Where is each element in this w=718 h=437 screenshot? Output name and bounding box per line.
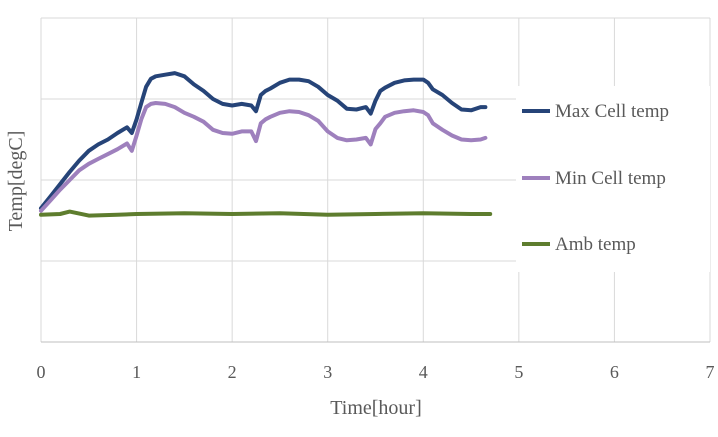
legend-label-amb-temp: Amb temp <box>555 234 636 255</box>
x-tick-label-3: 3 <box>323 362 332 382</box>
series-line-min-cell-temp <box>39 101 488 213</box>
x-tick-labels: 0 1 2 3 4 5 6 7 <box>37 362 715 382</box>
legend-label-min-cell-temp: Min Cell temp <box>555 168 666 189</box>
x-tick-label-1: 1 <box>132 362 141 382</box>
x-axis-title: Time[hour] <box>330 397 421 419</box>
series-line-max-cell-temp <box>39 71 488 211</box>
x-tick-label-2: 2 <box>228 362 237 382</box>
x-tick-label-6: 6 <box>610 362 619 382</box>
series-lines <box>39 71 493 218</box>
legend-label-max-cell-temp: Max Cell temp <box>555 101 669 122</box>
x-tick-label-5: 5 <box>514 362 523 382</box>
x-tick-label-0: 0 <box>37 362 46 382</box>
x-tick-label-4: 4 <box>419 362 428 382</box>
x-tick-label-7: 7 <box>706 362 715 382</box>
y-axis-title: Temp[degC] <box>5 131 27 232</box>
legend: Max Cell temp Min Cell temp Amb temp <box>516 86 710 272</box>
series-line-amb-temp <box>39 209 493 218</box>
